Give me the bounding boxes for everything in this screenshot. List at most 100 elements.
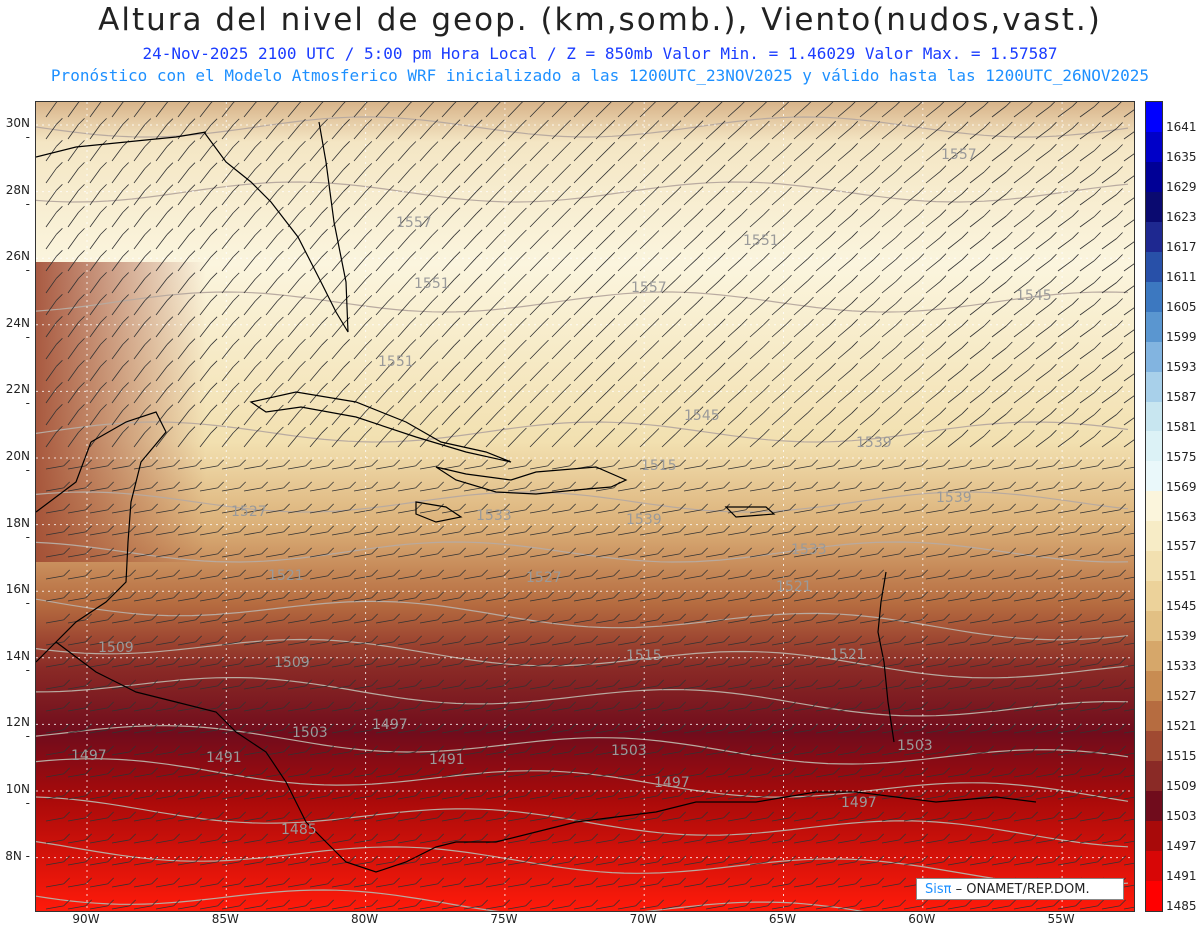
wind-barb: [155, 124, 168, 140]
wind-barb-feather: [723, 635, 730, 643]
wind-barb: [265, 619, 284, 624]
wind-barb-feather: [188, 162, 196, 169]
wind-barb-feather: [652, 340, 660, 347]
wind-barb-feather: [564, 273, 571, 281]
wind-barb: [155, 322, 168, 338]
wind-barb: [837, 302, 852, 316]
wind-barb: [67, 410, 79, 426]
wind-barb-feather: [144, 382, 152, 389]
wind-barb: [815, 214, 830, 228]
wind-barb: [1079, 128, 1095, 140]
wind-barb-feather: [371, 855, 378, 863]
wind-barb: [639, 773, 658, 778]
wind-barb-feather: [151, 789, 158, 797]
wind-barb: [793, 368, 808, 382]
wind-barb-feather: [635, 723, 642, 731]
wind-barb-feather: [829, 230, 836, 238]
wind-barb-feather: [833, 767, 840, 775]
wind-barb: [771, 148, 786, 162]
wind-barb: [397, 619, 416, 624]
wind-barb-feather: [745, 569, 752, 577]
wind-barb: [507, 235, 521, 250]
wind-barb-feather: [1072, 364, 1079, 371]
wind-barb-feather: [1006, 253, 1013, 261]
wind-barb: [507, 905, 526, 910]
wind-barb: [111, 531, 130, 536]
wind-barb: [1035, 369, 1051, 382]
wind-barb-feather: [939, 385, 947, 392]
wind-barb-feather: [1097, 679, 1104, 687]
wind-barb-feather: [393, 679, 400, 687]
wind-barb-feather: [217, 855, 224, 863]
wind-barb-feather: [718, 274, 726, 282]
wind-barb: [485, 707, 504, 712]
wind-barb-feather: [811, 745, 818, 753]
wind-barb: [287, 861, 306, 866]
colorbar-tick-label: 1521: [1166, 719, 1197, 734]
wind-barb-feather: [261, 899, 268, 907]
wind-barb-feather: [586, 207, 593, 215]
wind-barb: [529, 257, 543, 272]
wind-barb-feather: [151, 679, 158, 687]
contour-label: 1515: [626, 648, 662, 664]
wind-barb: [67, 773, 86, 778]
wind-barb-feather: [1116, 364, 1123, 371]
wind-barb: [573, 509, 592, 514]
wind-barb: [331, 663, 350, 668]
wind-barb: [859, 149, 875, 162]
wind-barb: [793, 390, 808, 404]
wind-barb: [287, 487, 306, 492]
wind-barb: [1057, 839, 1076, 844]
wind-barb-feather: [107, 481, 114, 489]
wind-barb-feather: [217, 547, 224, 555]
wind-barb: [199, 619, 218, 624]
wind-barb-feather: [107, 591, 114, 599]
wind-barb-feather: [327, 525, 334, 533]
wind-barb-feather: [283, 635, 290, 643]
wind-barb-feather: [789, 745, 796, 753]
wind-barb: [573, 103, 587, 118]
wind-barb-feather: [305, 525, 312, 533]
wind-barb-feather: [987, 811, 994, 819]
wind-barb-feather: [475, 361, 483, 369]
wind-barb-feather: [151, 899, 158, 907]
wind-barb: [925, 663, 944, 668]
wind-barb: [67, 729, 86, 734]
wind-barb-feather: [188, 228, 196, 235]
wind-barb-feather: [299, 206, 306, 214]
wind-barb: [67, 861, 86, 866]
wind-barb-feather: [679, 811, 686, 819]
wind-barb-feather: [789, 877, 796, 885]
wind-barb: [265, 190, 278, 206]
wind-barb-feather: [657, 899, 664, 907]
wind-barb: [67, 256, 79, 272]
wind-barb-feather: [1094, 298, 1101, 305]
wind-barb: [243, 234, 256, 250]
wind-barb: [617, 412, 632, 426]
wind-barb-feather: [188, 184, 196, 191]
wind-barb: [287, 751, 306, 756]
wind-barb: [837, 390, 852, 404]
wind-barb: [991, 171, 1007, 184]
wind-barb-feather: [1119, 789, 1126, 797]
wind-barb: [551, 773, 570, 778]
wind-barb: [1057, 413, 1073, 426]
wind-barb: [771, 170, 786, 184]
wind-barb-feather: [107, 877, 114, 885]
wind-barb-feather: [520, 427, 527, 435]
wind-barb-feather: [877, 745, 884, 753]
wind-barb-feather: [674, 274, 682, 281]
wind-barb: [1057, 619, 1076, 624]
wind-barb: [1013, 509, 1032, 514]
wind-barb: [529, 553, 548, 558]
contour-lines: [36, 116, 1129, 911]
wind-barb: [177, 146, 190, 162]
wind-barb: [617, 795, 636, 800]
wind-barb-feather: [327, 613, 334, 621]
wind-barb-feather: [195, 811, 202, 819]
wind-barb-feather: [569, 503, 576, 511]
wind-barb-feather: [217, 723, 224, 731]
wind-barb-feather: [943, 613, 950, 621]
wind-barb: [1123, 241, 1134, 250]
wind-barb-feather: [503, 481, 510, 489]
